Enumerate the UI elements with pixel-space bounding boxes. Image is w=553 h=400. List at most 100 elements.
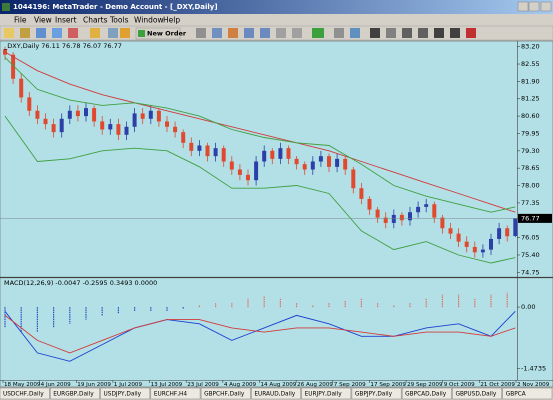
candle-body [351,169,356,189]
tool-icon[interactable] [68,28,78,38]
tool-icon[interactable] [108,28,118,38]
app-icon [2,3,10,11]
chart-tab[interactable] [251,387,301,400]
x-tick-label: 7 Sep 2009 [334,382,366,388]
chart-tab[interactable] [502,387,553,400]
chart-tab-label[interactable]: GBPUSD,Daily [455,392,496,398]
y-tick-label: 80.60 [521,112,540,120]
candle-body [432,204,437,218]
chart-tab-label[interactable]: GBPCHF,Daily [204,392,245,398]
chart-tab-label[interactable]: GBPCAD,Daily [405,392,447,398]
candle-body [205,145,210,157]
candle-body [116,124,121,135]
candle-body [513,218,518,237]
chart-tab-label[interactable]: GBPJPY,Daily [355,392,393,398]
x-tick-label: 2 Nov 2009 [517,382,550,388]
candle-body [67,110,72,119]
menu-item[interactable]: Insert [55,16,77,25]
y-tick-label: 83.20 [521,43,540,51]
menu-bar: File View Insert Charts Tools Window Help [0,14,553,26]
chart-tab[interactable] [452,387,502,400]
tool-icon[interactable] [196,28,206,38]
tool-icon[interactable] [450,28,460,38]
menu-item[interactable]: View [34,16,52,25]
candle-body [59,118,64,133]
y-tick-label: 78.00 [521,182,540,190]
candle-body [140,113,145,119]
candle-body [35,110,40,119]
x-tick-label: 21 Oct 2009 [480,382,515,388]
tool-icon[interactable] [402,28,412,38]
candle-body [124,126,129,135]
chart-tab-label[interactable]: USDCHF,Daily [3,392,44,398]
tool-icon[interactable] [292,28,302,38]
menu-item[interactable]: File [14,16,27,25]
tool-icon[interactable] [466,28,476,38]
tool-icon[interactable] [260,28,270,38]
window-controls[interactable] [517,1,552,12]
candle-body [359,188,364,199]
y-tick-label: 77.35 [521,199,540,207]
tool-icon[interactable] [228,28,238,38]
tool-icon[interactable] [434,28,444,38]
minimize-button[interactable] [517,1,529,12]
menu-item[interactable]: Help [163,16,180,25]
tool-icon[interactable] [276,28,286,38]
tool-icon[interactable] [334,28,344,38]
tool-icon[interactable] [370,28,380,38]
tool-icon[interactable] [120,28,130,38]
new-order-button[interactable] [135,27,181,40]
chart-tab-label[interactable]: GBPCA [506,392,526,398]
new-order-label[interactable]: New Order [147,30,187,38]
candle-body [294,158,299,165]
y-tick-label: 76.05 [521,234,540,242]
chart-tab-label[interactable]: EURJPY,Daily [305,392,343,398]
tool-icon[interactable] [4,28,14,38]
chart-tab-label[interactable]: EURCHF,H4 [154,392,188,398]
candle-body [391,214,396,223]
x-tick-label: 9 Oct 2009 [444,382,475,388]
main-chart-label: _DXY,Daily 76.11 76.78 76.07 76.77 [3,42,122,50]
chart-tab[interactable] [301,387,352,400]
candle-body [254,161,259,181]
chart-tab-label[interactable]: EURGBP,Daily [53,392,94,398]
tool-icon[interactable] [418,28,428,38]
y-tick-label: 0.00 [521,303,535,311]
tool-icon[interactable] [212,28,222,38]
indicator-line [4,115,516,264]
x-tick-label: 13 Jul 2009 [151,382,183,388]
menu-item[interactable]: Charts [83,16,108,25]
y-tick-label: -1.4735 [521,364,546,372]
tool-icon[interactable] [52,28,62,38]
maximize-button[interactable] [528,1,540,12]
candle-body [318,156,323,162]
menu-item[interactable]: Tools [109,16,129,25]
chart-tab[interactable] [150,387,201,400]
close-button[interactable] [540,1,552,12]
tool-icon[interactable] [312,28,324,38]
chart-tab[interactable] [0,387,50,400]
candle-body [375,209,380,218]
chart-tab-label[interactable]: USDJPY,Daily [104,392,142,398]
candle-body [399,214,404,221]
tool-icon[interactable] [386,28,396,38]
tool-icon[interactable] [350,28,360,38]
candle-body [237,169,242,175]
candle-body [367,198,372,210]
chart-tab-label[interactable]: EURAUD,Daily [254,392,295,398]
tool-icon[interactable] [20,28,30,38]
chart-tab[interactable] [50,387,100,400]
candle-body [464,241,469,247]
window-title: 1044196: MetaTrader - Demo Account - [_D… [13,3,218,11]
chart-tab[interactable] [200,387,251,400]
chart-tab[interactable] [401,387,452,400]
tool-icon[interactable] [90,28,100,38]
chart-tab[interactable] [100,387,151,400]
chart-tab[interactable] [351,387,402,400]
y-tick-label: 79.95 [521,129,540,137]
tool-icon[interactable] [36,28,46,38]
tool-icon[interactable] [244,28,254,38]
macd-line [4,315,516,354]
menu-item[interactable]: Window [134,16,164,25]
